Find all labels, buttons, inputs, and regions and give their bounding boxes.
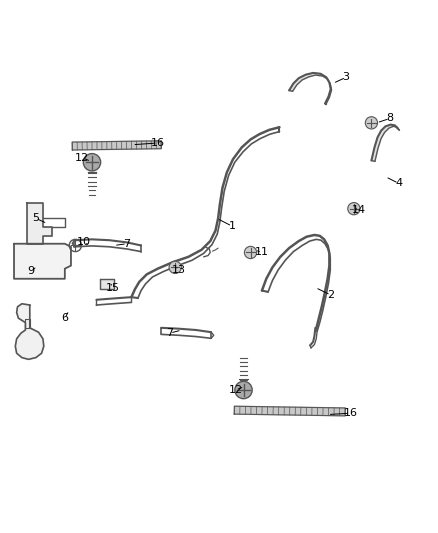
- Polygon shape: [15, 304, 44, 359]
- Text: 1: 1: [229, 221, 236, 231]
- Polygon shape: [289, 73, 332, 103]
- Text: 13: 13: [172, 265, 186, 275]
- Text: 5: 5: [32, 213, 39, 223]
- Text: 10: 10: [77, 237, 91, 247]
- Text: 12: 12: [229, 385, 243, 395]
- Text: 14: 14: [352, 205, 366, 215]
- Circle shape: [235, 381, 252, 399]
- Text: 11: 11: [255, 247, 269, 257]
- Text: 15: 15: [106, 282, 120, 293]
- Text: 3: 3: [343, 72, 350, 82]
- Polygon shape: [14, 244, 71, 279]
- Text: 2: 2: [327, 290, 334, 300]
- Text: 12: 12: [75, 153, 89, 163]
- Polygon shape: [27, 203, 52, 244]
- Circle shape: [83, 154, 101, 171]
- Text: 6: 6: [61, 313, 68, 323]
- Text: 16: 16: [151, 138, 165, 148]
- Text: 4: 4: [395, 178, 402, 188]
- Circle shape: [244, 246, 257, 259]
- Text: 16: 16: [343, 408, 357, 418]
- Text: 7: 7: [124, 239, 131, 249]
- Text: 9: 9: [27, 266, 34, 276]
- Polygon shape: [100, 279, 114, 289]
- Text: 8: 8: [386, 114, 393, 124]
- Text: 7: 7: [166, 328, 173, 338]
- Polygon shape: [371, 125, 399, 161]
- Circle shape: [169, 261, 181, 273]
- Circle shape: [365, 117, 378, 129]
- Circle shape: [348, 203, 360, 215]
- Polygon shape: [234, 406, 345, 416]
- Polygon shape: [72, 141, 161, 150]
